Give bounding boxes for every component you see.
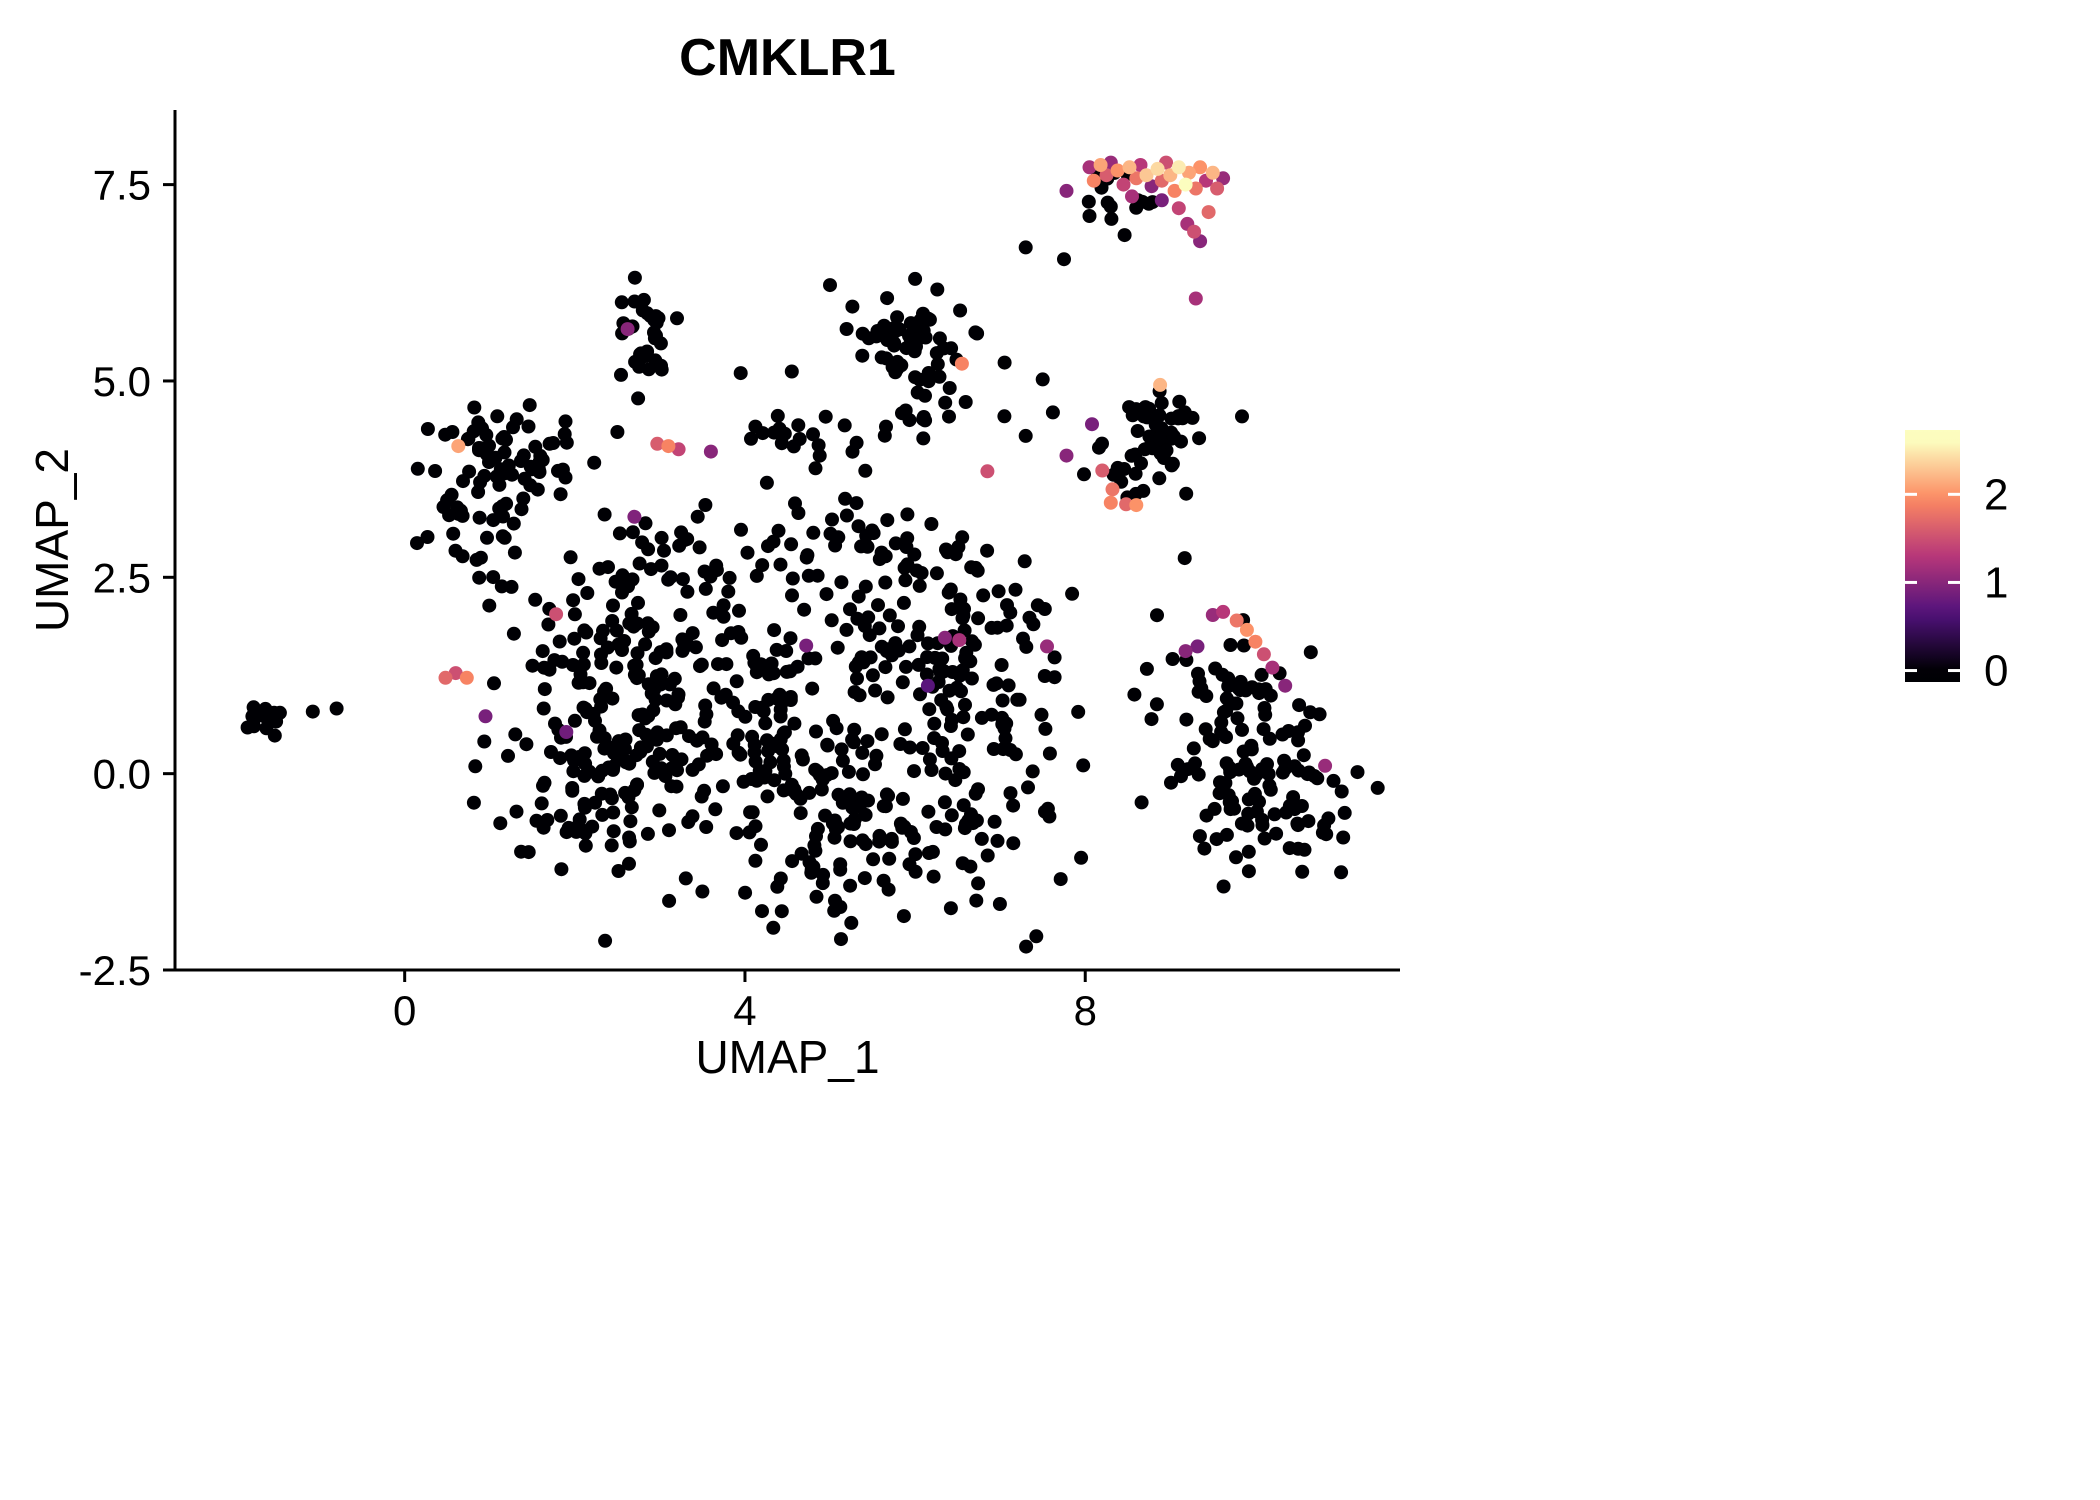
x-tick-label: 8 [1074, 987, 1097, 1034]
colorbar-tick-label: 2 [1984, 470, 2008, 519]
axes: 0 4 8 -2.5 0.0 2.5 5.0 7.5 [79, 110, 1400, 1034]
y-tick-label: 5.0 [93, 358, 151, 405]
colorbar-legend: 0 1 2 [1905, 430, 2008, 696]
y-tick-label: 2.5 [93, 554, 151, 601]
y-axis-label: UMAP_2 [26, 447, 78, 633]
points-layer [240, 155, 1385, 954]
colorbar-gradient [1905, 430, 1960, 682]
x-tick-label: 4 [733, 987, 756, 1034]
x-axis-label: UMAP_1 [695, 1031, 880, 1083]
y-tick-label: 0.0 [93, 751, 151, 798]
x-tick-label: 0 [393, 987, 416, 1034]
y-tick-label: 7.5 [93, 162, 151, 209]
colorbar-tick-label: 0 [1984, 647, 2008, 696]
colorbar-tick-label: 1 [1984, 558, 2008, 607]
chart-title: CMKLR1 [679, 29, 896, 87]
y-tick-label: -2.5 [79, 947, 151, 994]
